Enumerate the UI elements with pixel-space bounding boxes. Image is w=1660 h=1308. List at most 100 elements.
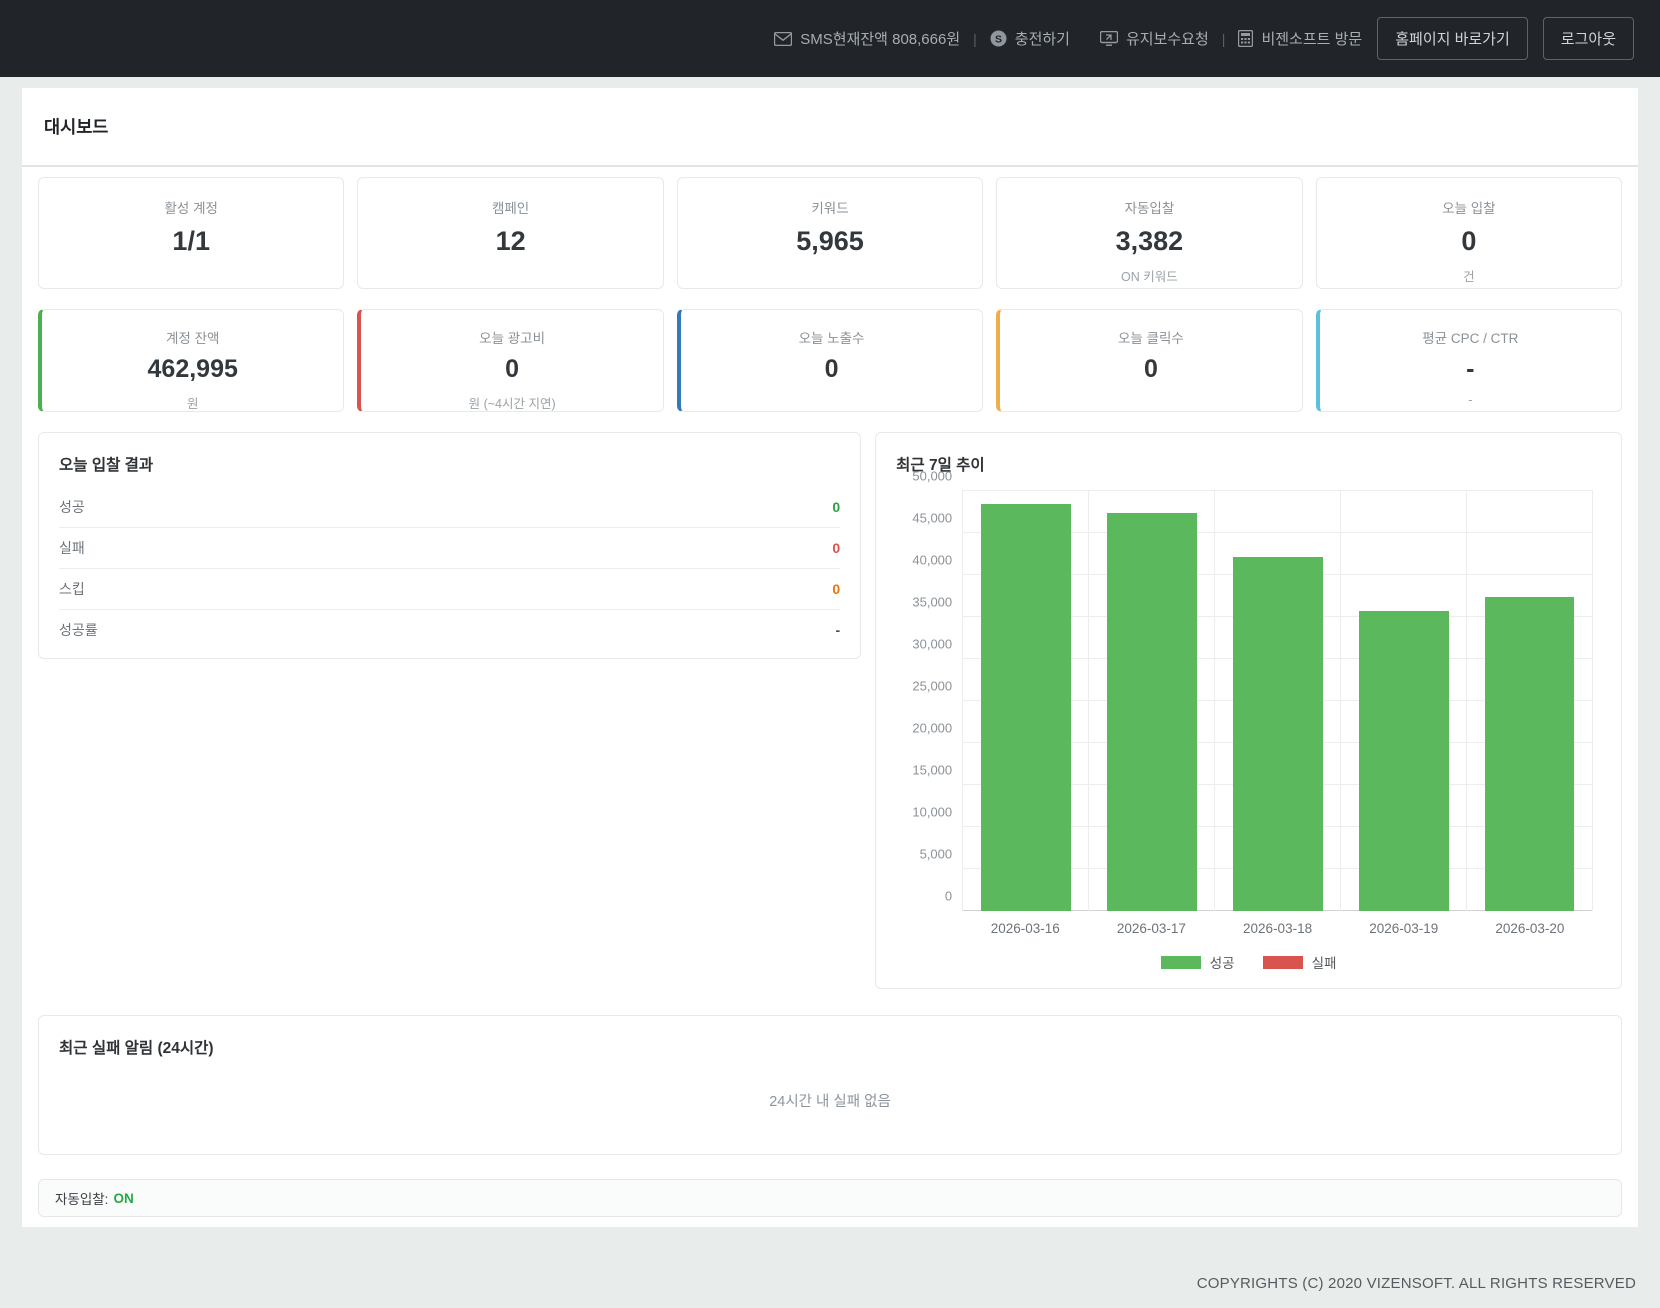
legend-label: 성공 <box>1209 956 1235 971</box>
stat-card: 자동입찰 3,382 ON 키워드 <box>996 177 1303 289</box>
chart-legend: 성공 실패 <box>898 952 1599 972</box>
y-axis-tick: 45,000 <box>912 510 953 526</box>
y-axis-tick: 0 <box>944 888 953 904</box>
stat-sub: ON 키워드 <box>1121 270 1178 284</box>
stat-value: 0 <box>824 355 839 383</box>
autobid-panel: 자동입찰: ON <box>38 1179 1622 1217</box>
x-axis-label: 2026-03-19 <box>1369 921 1439 936</box>
stat-value: 12 <box>495 226 526 256</box>
chart-bar-성공[interactable] <box>1232 556 1323 911</box>
stat-sub <box>39 266 343 280</box>
bid-row-value: 0 <box>832 540 841 556</box>
y-axis-tick: 5,000 <box>919 846 953 862</box>
stat-value: 3,382 <box>1115 226 1184 256</box>
x-axis-label: 2026-03-17 <box>1116 921 1186 936</box>
legend-swatch <box>1262 955 1303 969</box>
mail-icon <box>774 31 793 46</box>
maintenance-link[interactable]: 유지보수요청 <box>1099 28 1209 49</box>
stat-card: 활성 계정 1/1 <box>38 177 345 289</box>
vizensoft-label: 비젠소프트 방문 <box>1261 31 1363 48</box>
y-axis-tick: 40,000 <box>912 552 953 568</box>
stat-label: 오늘 입찰 <box>1442 201 1496 216</box>
y-axis-tick: 10,000 <box>912 804 953 820</box>
legend-swatch <box>1160 955 1201 969</box>
legend-label: 실패 <box>1311 956 1337 971</box>
autobid-status: ON <box>113 1190 134 1206</box>
stat-label: 활성 계정 <box>164 201 218 216</box>
stat-card: 오늘 광고비 0 원 (~4시간 지연) <box>357 309 664 412</box>
vizensoft-link[interactable]: 비젠소프트 방문 <box>1238 28 1362 49</box>
bid-row-label: 성공률 <box>59 622 98 638</box>
stat-card: 캠페인 12 <box>357 177 664 289</box>
stat-card: 오늘 노출수 0 <box>676 309 984 412</box>
page-footer: COPYRIGHTS (C) 2020 VIZENSOFT. ALL RIGHT… <box>0 1227 1660 1308</box>
stat-card: 오늘 클릭수 0 <box>996 309 1303 412</box>
chart-column <box>1215 491 1342 911</box>
middle-row: 오늘 입찰 결과 성공 0 실패 0 스킵 0 성공률 - 최근 7일 추이 50,000 45… <box>38 432 1622 989</box>
stat-label: 자동입찰 <box>1124 201 1175 216</box>
gridline <box>962 490 1593 491</box>
legend-item[interactable]: 성공 <box>1160 952 1235 972</box>
gridline <box>962 532 1593 533</box>
y-axis-tick: 30,000 <box>912 636 953 652</box>
bid-result-row: 실패 0 <box>59 528 841 569</box>
stat-sub: - <box>1468 393 1473 407</box>
stat-sub: 원 <box>186 397 199 411</box>
chart-bar-성공[interactable] <box>1358 611 1449 911</box>
bid-results-title: 오늘 입찰 결과 <box>59 457 154 474</box>
stat-label: 캠페인 <box>491 201 530 216</box>
stat-sub <box>681 393 982 407</box>
copyright-text: COPYRIGHTS (C) 2020 VIZENSOFT. ALL RIGHT… <box>1196 1275 1636 1292</box>
chart-bar-성공[interactable] <box>1106 512 1197 911</box>
empty-message: 24시간 내 실패 없음 <box>769 1094 891 1110</box>
chart-plot-area: 50,000 45,000 40,000 35,000 30,000 25,000 20,0… <box>912 469 1593 911</box>
stat-label: 오늘 클릭수 <box>1117 331 1184 346</box>
stats-row-1: 활성 계정 1/1 캠페인 12 키워드 5,965 자동입찰 3,382 ON 키워드 오… <box>38 177 1623 289</box>
logout-button[interactable]: 로그아웃 <box>1542 17 1634 60</box>
stat-label: 계정 잔액 <box>165 331 220 346</box>
stat-card: 계정 잔액 462,995 원 <box>38 309 345 412</box>
y-axis-tick: 35,000 <box>912 594 953 610</box>
coin-icon: S <box>990 30 1007 47</box>
sms-balance[interactable]: SMS현재잔액 808,666원 <box>774 28 960 49</box>
bid-result-row: 성공 0 <box>59 487 841 528</box>
bid-row-value: 0 <box>832 581 841 597</box>
svg-text:S: S <box>995 33 1002 45</box>
chart-column <box>1341 491 1468 911</box>
chart-column <box>962 491 1090 911</box>
page-header: 대시보드 <box>22 88 1638 167</box>
y-axis-tick: 15,000 <box>912 762 953 778</box>
stat-card: 오늘 입찰 0 건 <box>1315 177 1623 289</box>
topbar: SMS현재잔액 808,666원 | S 충전하기 유지보수요청 | 비젠소프트… <box>0 0 1660 77</box>
failure-alert-panel: 최근 실패 알림 (24시간) 24시간 내 실패 없음 <box>38 1015 1622 1155</box>
chart-column <box>1089 491 1216 911</box>
recharge-link[interactable]: S 충전하기 <box>990 28 1070 49</box>
stat-value: 462,995 <box>147 355 238 383</box>
stat-card: 키워드 5,965 <box>676 177 984 289</box>
bid-row-label: 실패 <box>59 540 85 556</box>
stat-sub: 원 (~4시간 지연) <box>468 397 556 411</box>
stat-sub: 건 <box>1463 270 1475 284</box>
calculator-icon <box>1238 30 1254 47</box>
x-axis-label: 2026-03-18 <box>1243 921 1313 936</box>
stat-value: 0 <box>1143 355 1158 383</box>
bid-row-value: - <box>835 622 841 638</box>
separator: | <box>973 30 977 47</box>
chart-bar-성공[interactable] <box>980 503 1071 911</box>
homepage-button[interactable]: 홈페이지 바로가기 <box>1377 17 1528 60</box>
legend-item[interactable]: 실패 <box>1262 952 1337 972</box>
stat-card: 평균 CPC / CTR - - <box>1315 309 1623 412</box>
page-title: 대시보드 <box>44 117 109 137</box>
y-axis-tick: 50,000 <box>912 468 953 484</box>
sms-balance-label: SMS현재잔액 808,666원 <box>800 31 961 48</box>
trend-chart-panel: 최근 7일 추이 50,000 45,000 40,000 35,000 30,000 2… <box>875 432 1622 989</box>
stat-value: 0 <box>505 355 520 383</box>
maintenance-label: 유지보수요청 <box>1125 31 1209 48</box>
chart-columns <box>962 491 1593 911</box>
stat-label: 평균 CPC / CTR <box>1422 331 1519 346</box>
bid-row-label: 스킵 <box>59 581 85 597</box>
stat-value: 1/1 <box>172 226 210 256</box>
chart-bar-성공[interactable] <box>1484 596 1575 911</box>
stat-sub <box>358 266 662 280</box>
bid-result-row: 성공률 - <box>59 610 840 650</box>
